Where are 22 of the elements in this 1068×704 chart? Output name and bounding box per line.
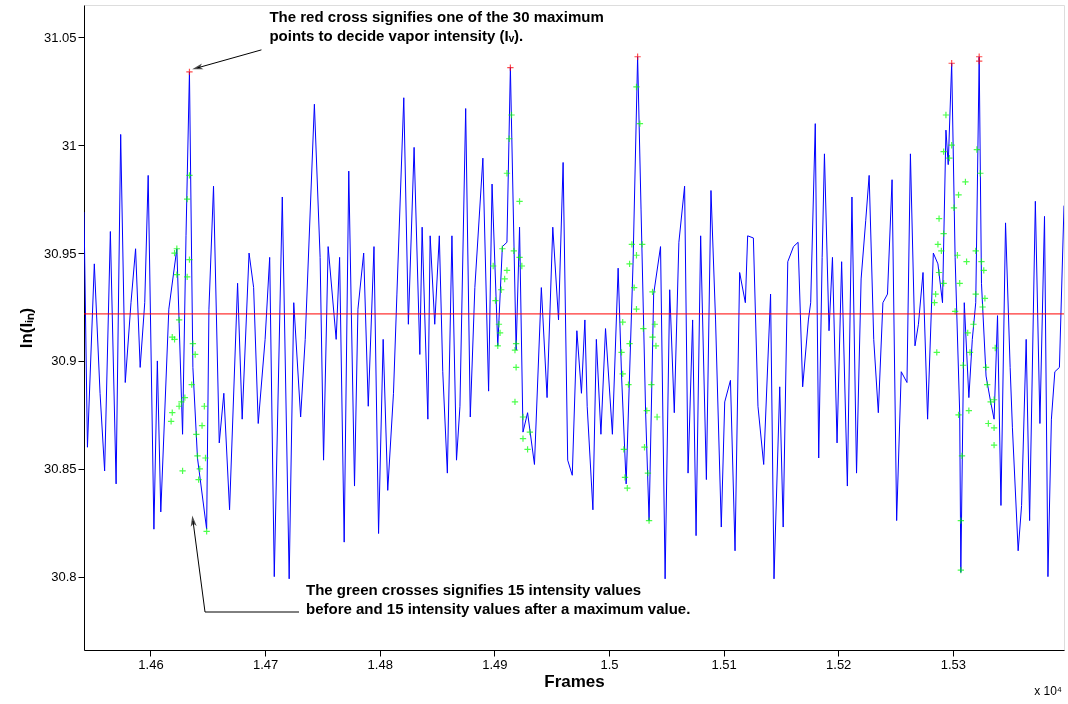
y-tick-label: 31 xyxy=(62,137,77,153)
y-tick-label: 30.9 xyxy=(51,353,77,369)
line-series xyxy=(84,56,1064,580)
point xyxy=(975,57,983,65)
annotation: The red cross signifies one of the 30 maximum points to decide vapor intensity (Iᵥ). xyxy=(269,7,604,44)
x-tick-label: 1.52 xyxy=(826,656,852,672)
annotation: The green crosses signifies 15 intensity values before and 15 intensity values after a maximum value. xyxy=(306,581,691,617)
point xyxy=(185,68,194,76)
x-tick-label: 1.48 xyxy=(367,656,393,672)
x-tick-label: 1.47 xyxy=(252,656,279,672)
y-tick-label: 30.95 xyxy=(43,245,77,261)
y-axis-title: ln(Iᵢₙ) xyxy=(16,307,36,349)
x-tick-label: 1.53 xyxy=(940,656,966,672)
text: x 10⁴ xyxy=(1034,684,1062,698)
y-tick-label: 30.85 xyxy=(43,461,77,477)
x-axis-title: Frames xyxy=(544,671,605,691)
x-tick-label: 1.49 xyxy=(482,656,508,672)
y-tick-label: 30.8 xyxy=(51,569,77,585)
y-tick-label: 31.05 xyxy=(43,29,77,45)
x-tick-label: 1.51 xyxy=(711,656,737,672)
x-tick-label: 1.46 xyxy=(138,656,164,672)
x-tick-label: 1.5 xyxy=(600,656,619,672)
